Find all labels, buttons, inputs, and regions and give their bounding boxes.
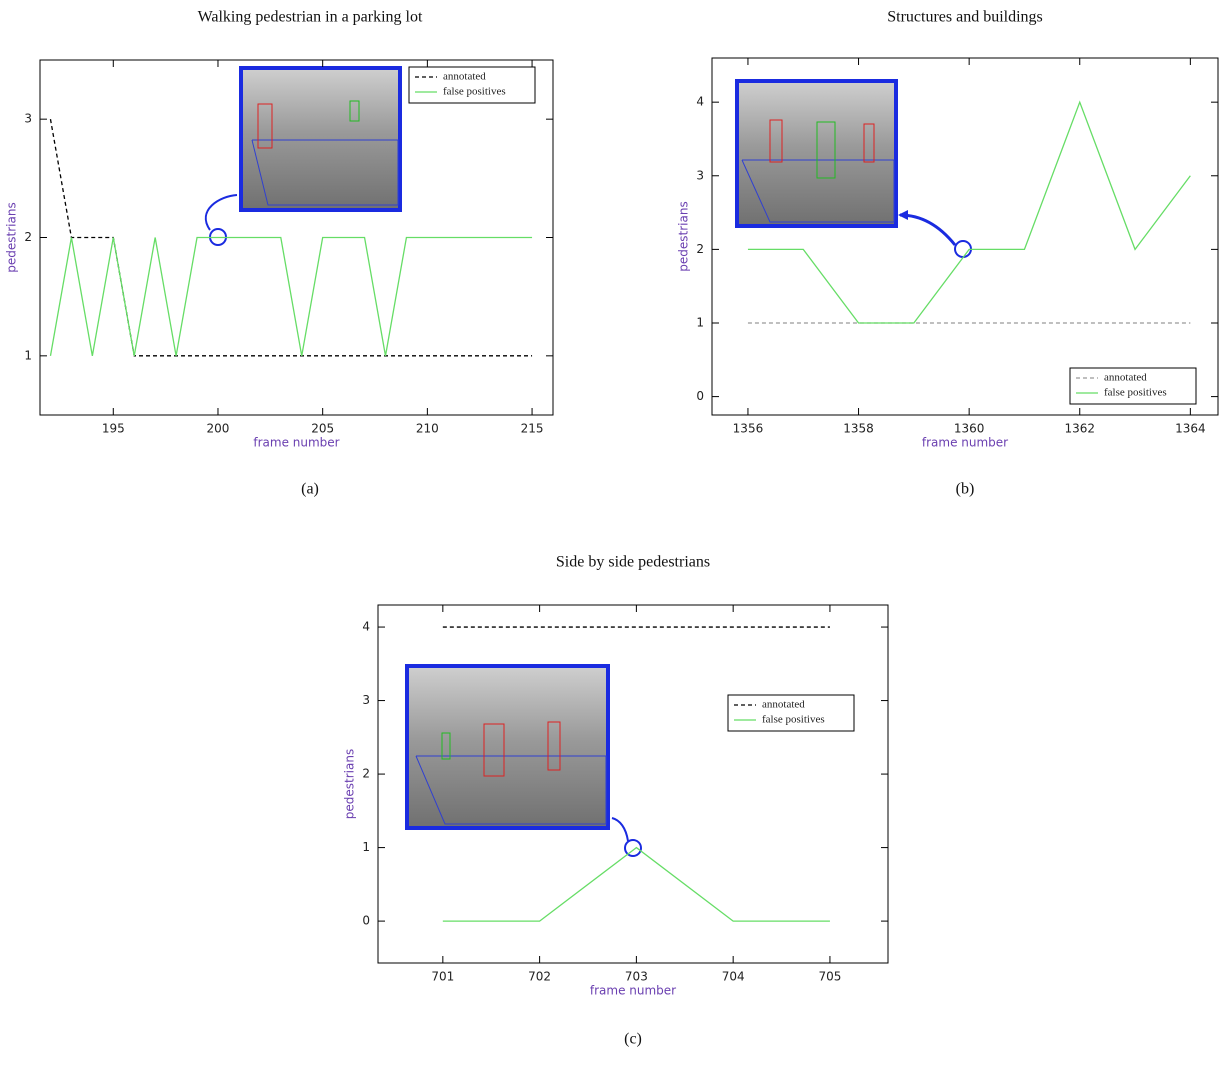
x-tick-label: 705 (818, 970, 841, 984)
caption: (a) (301, 481, 319, 498)
x-tick-label: 1358 (843, 422, 874, 436)
y-tick-label: 1 (24, 348, 32, 362)
chart-title: Side by side pedestrians (556, 554, 710, 571)
y-tick-label: 1 (362, 840, 370, 854)
chart-title: Walking pedestrian in a parking lot (198, 9, 423, 26)
chart-title: Structures and buildings (887, 9, 1043, 26)
y-axis-label: pedestrians (5, 202, 19, 272)
x-tick-label: 1364 (1175, 422, 1206, 436)
inset-b (737, 81, 971, 257)
legend-label: false positives (443, 86, 506, 98)
y-tick-label: 3 (696, 168, 704, 182)
x-tick-label: 195 (102, 422, 125, 436)
x-tick-label: 210 (416, 422, 439, 436)
y-tick-label: 3 (362, 693, 370, 707)
inset-a (206, 68, 400, 245)
y-tick-label: 4 (696, 95, 704, 109)
inset-c (407, 666, 641, 856)
x-tick-label: 1356 (733, 422, 764, 436)
legend-label: annotated (443, 71, 486, 83)
figure: Walking pedestrian in a parking lot (a) 19… (0, 0, 1220, 1078)
y-tick-label: 0 (362, 914, 370, 928)
x-axis-label: frame number (590, 984, 676, 998)
x-tick-label: 701 (431, 970, 454, 984)
y-tick-label: 1 (696, 315, 704, 329)
x-tick-label: 703 (625, 970, 648, 984)
caption: (c) (624, 1031, 642, 1048)
x-tick-label: 1362 (1064, 422, 1095, 436)
x-tick-label: 200 (207, 422, 230, 436)
y-tick-label: 3 (24, 112, 32, 126)
legend-label: false positives (1104, 387, 1167, 399)
y-tick-label: 4 (362, 620, 370, 634)
series-line (50, 238, 532, 356)
caption: (b) (956, 481, 975, 498)
series-line (443, 848, 830, 922)
x-tick-label: 215 (521, 422, 544, 436)
legend-label: false positives (762, 714, 825, 726)
x-axis-label: frame number (922, 436, 1008, 450)
x-tick-label: 704 (722, 970, 745, 984)
y-axis-label: pedestrians (677, 201, 691, 271)
x-tick-label: 1360 (954, 422, 985, 436)
y-tick-label: 2 (362, 767, 370, 781)
y-axis-label: pedestrians (343, 749, 357, 819)
legend-label: annotated (762, 699, 805, 711)
x-axis-label: frame number (253, 436, 339, 450)
y-tick-label: 2 (696, 242, 704, 256)
y-tick-label: 2 (24, 230, 32, 244)
legend-label: annotated (1104, 372, 1147, 384)
x-tick-label: 205 (311, 422, 334, 436)
y-tick-label: 0 (696, 389, 704, 403)
x-tick-label: 702 (528, 970, 551, 984)
